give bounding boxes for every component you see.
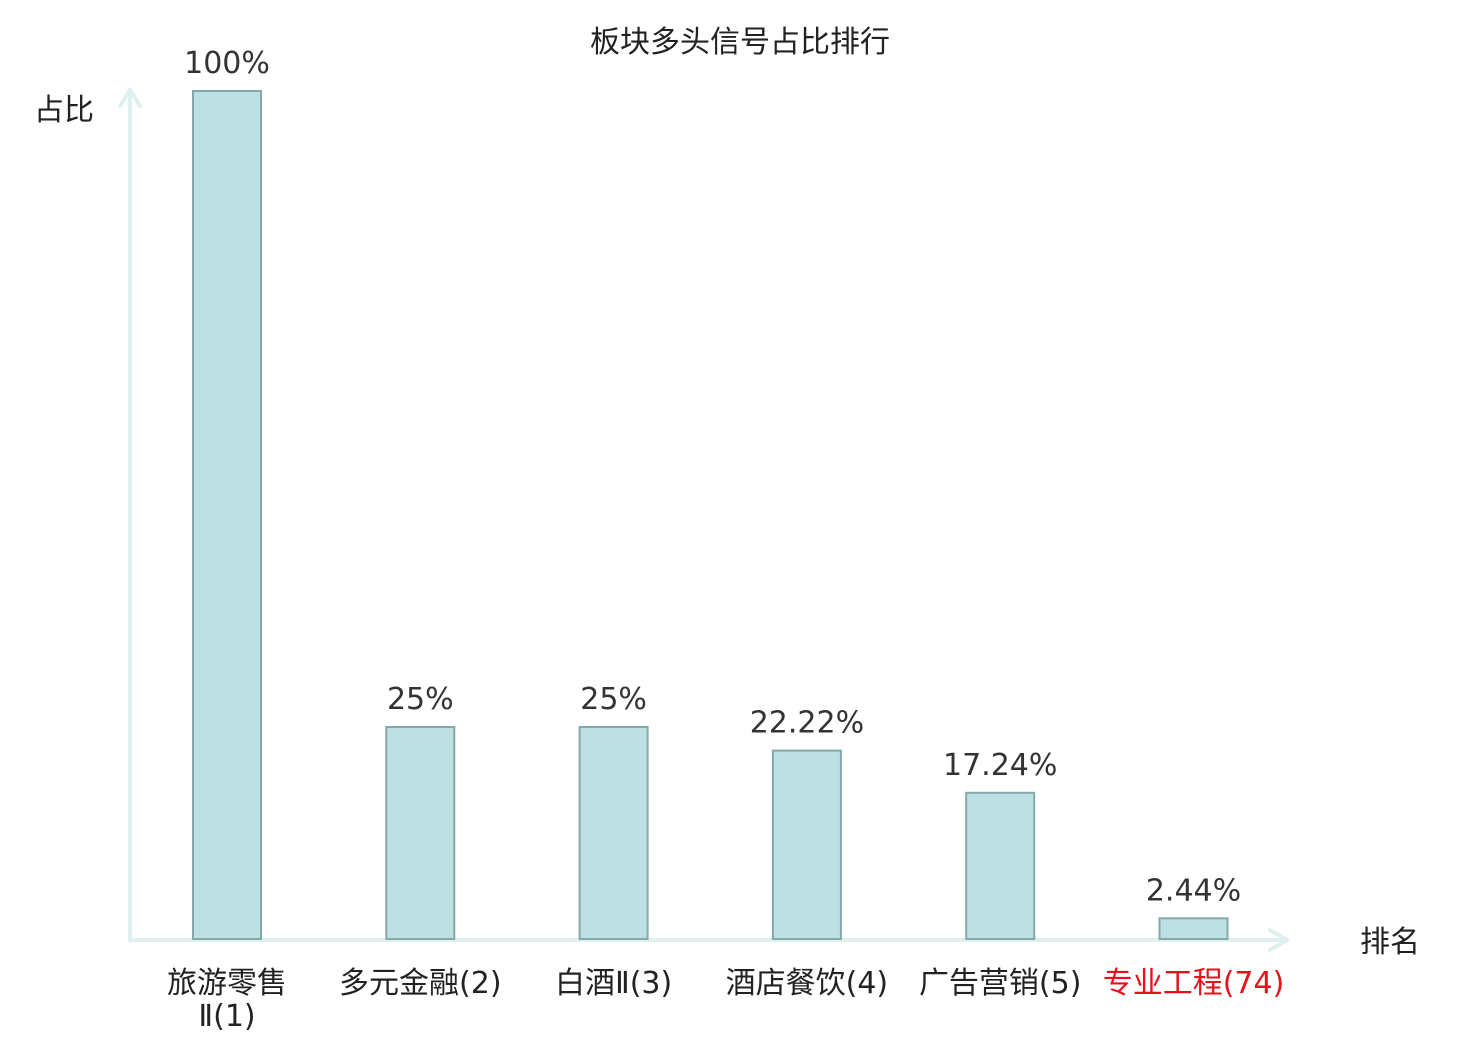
bar-3: [578, 726, 649, 940]
category-label-1-line-1: 旅游零售: [167, 966, 287, 1001]
bar-5: [965, 791, 1036, 940]
value-label-6: 2.44%: [1146, 873, 1241, 908]
value-label-4: 22.22%: [750, 706, 864, 741]
x-axis-label: 排名: [1360, 925, 1420, 960]
y-axis: [118, 88, 142, 942]
category-label-1-line-2: Ⅱ(1): [198, 999, 255, 1034]
value-labels-group: 100% 25% 25% 22.22% 17.24% 2.44%: [184, 46, 1241, 908]
bar-1: [192, 90, 262, 940]
value-label-5: 17.24%: [943, 748, 1057, 783]
category-label-4: 酒店餐饮(4): [726, 966, 889, 1001]
category-label-5: 广告营销(5): [919, 966, 1082, 1001]
category-label-3: 白酒Ⅱ(3): [555, 966, 672, 1001]
category-label-6: 专业工程(74): [1103, 966, 1285, 1001]
y-axis-label: 占比: [34, 93, 94, 128]
value-label-2: 25%: [387, 682, 454, 717]
bar-6: [1158, 917, 1229, 940]
bar-4: [771, 749, 842, 940]
bar-2: [385, 726, 456, 940]
value-label-3: 25%: [580, 682, 647, 717]
value-label-1: 100%: [184, 46, 270, 81]
chart-title: 板块多头信号占比排行: [590, 25, 890, 60]
bars-group: [192, 90, 1229, 940]
x-axis: [128, 928, 1289, 952]
category-label-2: 多元金融(2): [339, 966, 502, 1001]
